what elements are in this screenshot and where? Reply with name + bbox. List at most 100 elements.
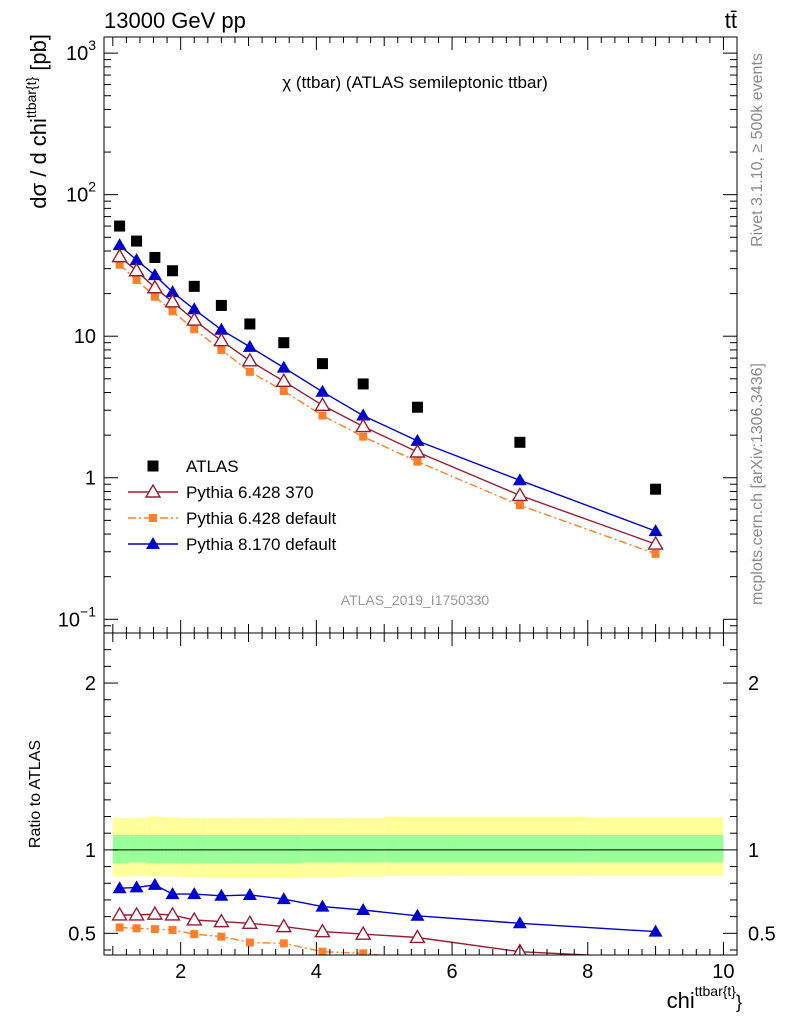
legend-entry-label: Pythia 6.428 default: [186, 509, 337, 528]
ratio-band-inner: [452, 834, 588, 863]
ratio-band-inner: [234, 834, 266, 864]
ratio-uncertainty-band: [112, 816, 724, 879]
main-data-point: [359, 432, 368, 441]
main-data-point: [411, 401, 423, 413]
main-data-point: [132, 275, 141, 284]
ratio-x-tick-label: 2: [175, 961, 186, 983]
main-data-point: [512, 473, 527, 486]
ratio-data-point: [187, 887, 202, 900]
main-data-point: [128, 262, 145, 277]
ratio-data-point: [129, 880, 144, 893]
legend-entry-label: Pythia 6.428 370: [186, 483, 314, 502]
ratio-series-line: [119, 913, 603, 955]
main-data-point: [131, 235, 143, 247]
x-axis-label-sup: ttbar{t}: [695, 983, 737, 999]
main-data-point: [115, 260, 124, 269]
ratio-y-tick-label-right: 2: [748, 673, 759, 695]
legend: ATLAS Pythia 6.428 370 Pythia 6.428 defaul…: [128, 457, 337, 554]
ratio-data-point: [245, 938, 254, 947]
legend-marker: [146, 537, 160, 549]
main-series: [111, 220, 664, 558]
ratio-x-tick-label: 8: [582, 961, 593, 983]
main-data-point: [651, 549, 660, 558]
ratio-band-inner: [302, 834, 344, 863]
main-data-point: [318, 411, 327, 420]
main-data-point: [314, 396, 331, 411]
ratio-x-tick-label: 4: [311, 961, 322, 983]
ratio-y-axis-label: Ratio to ATLAS: [27, 740, 44, 848]
main-data-point: [244, 318, 256, 330]
main-y-axis-label-base: dσ / d chi: [26, 118, 51, 209]
main-data-point: [356, 408, 371, 421]
ratio-data-point: [146, 905, 164, 920]
ratio-band-inner: [163, 834, 181, 864]
main-data-point: [213, 332, 230, 347]
main-data-point: [146, 279, 164, 294]
ratio-band-inner: [207, 834, 235, 864]
ratio-data-point: [217, 932, 226, 941]
main-data-point: [275, 372, 293, 388]
main-y-tick-label-base: 10: [74, 326, 96, 348]
ratio-data-point: [314, 923, 331, 938]
ratio-band-inner: [112, 834, 130, 864]
ratio-data-point: [111, 906, 128, 921]
main-data-point: [167, 265, 179, 277]
main-y-tick-label: 102: [66, 179, 96, 207]
ratio-data-point: [409, 929, 426, 944]
main-data-point: [188, 280, 200, 292]
ratio-band-inner: [265, 834, 303, 864]
main-y-tick-label: 103: [66, 37, 96, 65]
main-data-point: [241, 352, 259, 367]
main-data-point: [279, 387, 288, 396]
ratio-data-point: [318, 947, 327, 955]
main-data-point: [214, 322, 229, 335]
main-y-tick-label-base: 10: [66, 185, 88, 207]
ratio-data-point: [276, 892, 291, 905]
ratio-data-point: [241, 914, 259, 930]
main-data-point: [245, 367, 254, 376]
main-data-point: [147, 268, 162, 281]
main-data-point: [129, 253, 144, 266]
main-y-tick-label: 10−1: [58, 603, 96, 631]
ratio-band-inner: [180, 834, 208, 864]
main-data-point: [215, 299, 227, 311]
main-data-point: [112, 238, 127, 251]
main-y-tick-label: 10: [74, 326, 96, 348]
main-data-point: [354, 418, 372, 433]
ratio-data-point: [315, 899, 330, 912]
main-data-point: [514, 436, 526, 448]
ratio-data-point: [168, 925, 177, 934]
legend-entry-label: Pythia 8.170 default: [186, 535, 337, 554]
ratio-data-point: [165, 887, 180, 900]
ratio-data-point: [213, 913, 230, 928]
legend-entry-label: ATLAS: [186, 457, 239, 476]
ratio-band-inner: [129, 834, 147, 863]
main-data-point: [316, 358, 328, 370]
ratio-data-point: [147, 877, 162, 890]
main-data-point: [190, 325, 199, 334]
x-axis-label: chittbar{t}}: [667, 983, 742, 1013]
ratio-data-point: [359, 949, 368, 955]
main-data-point: [511, 487, 529, 502]
header-energy-label: 13000 GeV pp: [104, 8, 246, 33]
ratio-data-point: [128, 906, 145, 921]
x-axis-label-base: chi: [667, 988, 695, 1013]
ratio-data-point: [186, 911, 203, 926]
rivet-version-label: Rivet 3.1.10, ≥ 500k events: [749, 53, 766, 247]
ratio-series: [111, 877, 663, 955]
ratio-data-point: [512, 916, 527, 929]
ratio-data-point: [648, 924, 663, 937]
ratio-y-tick-label: 0.5: [68, 923, 96, 945]
main-data-point: [164, 293, 181, 308]
ratio-data-point: [279, 939, 288, 948]
main-y-tick-label-base: 1: [85, 468, 96, 490]
ratio-band-inner: [587, 834, 724, 863]
ratio-band-inner: [384, 834, 453, 863]
main-data-point: [647, 535, 664, 550]
analysis-watermark: ATLAS_2019_I1750330: [341, 592, 490, 608]
ratio-data-point: [112, 881, 127, 894]
main-data-point: [217, 345, 226, 354]
